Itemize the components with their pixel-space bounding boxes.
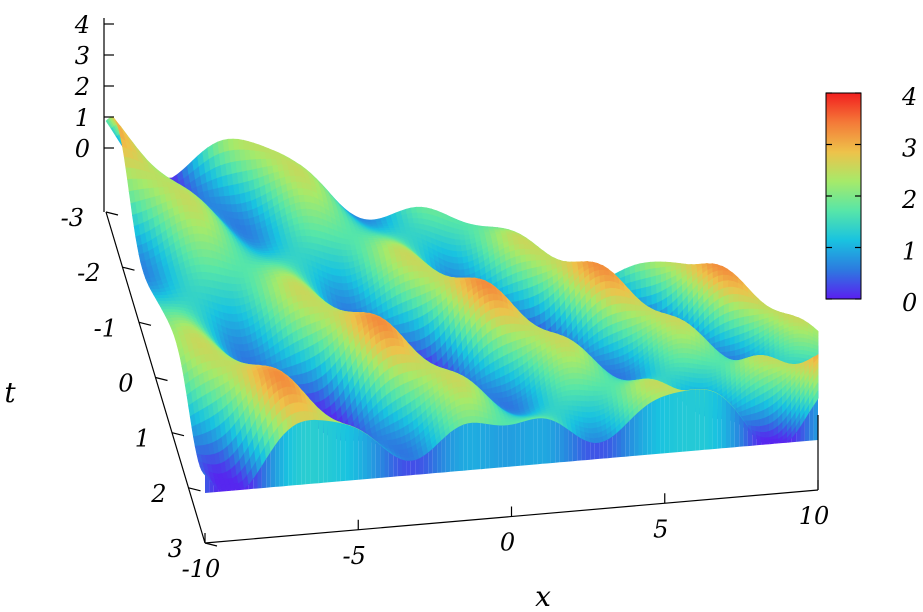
surface-patch [725, 351, 731, 358]
surface-patch [758, 308, 765, 316]
surface-patch [793, 349, 800, 355]
surface-patch [722, 270, 729, 276]
surface-patch [625, 303, 632, 312]
surface-patch [738, 301, 745, 311]
surface-patch [609, 364, 616, 371]
surface-patch [681, 338, 688, 345]
surface-patch [599, 360, 606, 367]
surface-patch [793, 322, 799, 327]
surface-patch [645, 285, 653, 298]
surface-patch [676, 338, 683, 345]
surface-patch [646, 295, 653, 307]
surface-patch [615, 303, 622, 314]
surface-patch [645, 268, 652, 279]
surface-patch [733, 301, 740, 312]
surface-patch [649, 261, 656, 270]
surface-patch [640, 278, 647, 289]
surface-patch [717, 266, 724, 272]
surface-patch [681, 343, 688, 349]
surface-patch [719, 346, 726, 353]
surface-patch [743, 301, 750, 310]
surface-patch [640, 287, 648, 299]
surface-patch [784, 357, 790, 361]
surface-patch [528, 295, 535, 309]
surface-patch [620, 295, 627, 305]
surface-patch [635, 279, 642, 291]
surface-patch [753, 308, 760, 316]
surface-patch [748, 302, 755, 310]
surface-patch [724, 344, 731, 353]
surface-patch [610, 287, 617, 297]
surface-patch [635, 288, 642, 299]
surface-patch [644, 261, 651, 271]
surface-patch [793, 337, 800, 343]
surface-patch [733, 286, 740, 295]
surface-patch [615, 368, 622, 375]
surface-patch [729, 350, 736, 357]
surface-patch [604, 359, 611, 367]
surface-patch [630, 303, 637, 312]
surface-patch [594, 355, 601, 363]
surface-patch [524, 248, 531, 256]
surface-patch [634, 271, 642, 282]
surface-patch [788, 353, 795, 358]
surface-patch [635, 304, 642, 312]
surface-mesh [105, 116, 819, 493]
surface-patch [798, 333, 804, 339]
surface-patch [615, 295, 622, 305]
surface-patch [670, 318, 677, 323]
surface-patch [615, 373, 622, 378]
surface-patch [630, 280, 637, 292]
surface-patch [728, 280, 734, 288]
surface-patch [753, 303, 760, 310]
surface-patch [728, 286, 735, 296]
surface-patch [793, 341, 800, 347]
surface-patch [738, 294, 745, 303]
surface-patch [604, 352, 611, 362]
surface-patch [681, 333, 687, 340]
surface-patch [640, 269, 647, 281]
surface-patch [676, 329, 682, 335]
surface-patch [675, 325, 682, 331]
surface-patch [677, 343, 683, 350]
surface-patch [798, 341, 804, 347]
surface-patch [722, 274, 729, 282]
surface-patch [793, 345, 800, 351]
surface-patch [798, 345, 804, 351]
surface-patch [609, 358, 616, 366]
surface-patch [728, 293, 735, 304]
surface-patch [610, 295, 617, 306]
surface-patch [738, 308, 745, 319]
surface-patch [676, 333, 683, 340]
surface-patch [748, 308, 755, 317]
surface-patch [798, 329, 804, 335]
surface-patch [675, 321, 682, 327]
surface-patch [719, 339, 726, 348]
surface-patch [798, 337, 804, 343]
surface-patch [733, 293, 740, 303]
surface-patch [654, 261, 662, 269]
surface-patch [604, 280, 611, 290]
surface-patch [645, 276, 652, 288]
surface-patch [743, 308, 750, 318]
surface-patch [620, 303, 627, 313]
